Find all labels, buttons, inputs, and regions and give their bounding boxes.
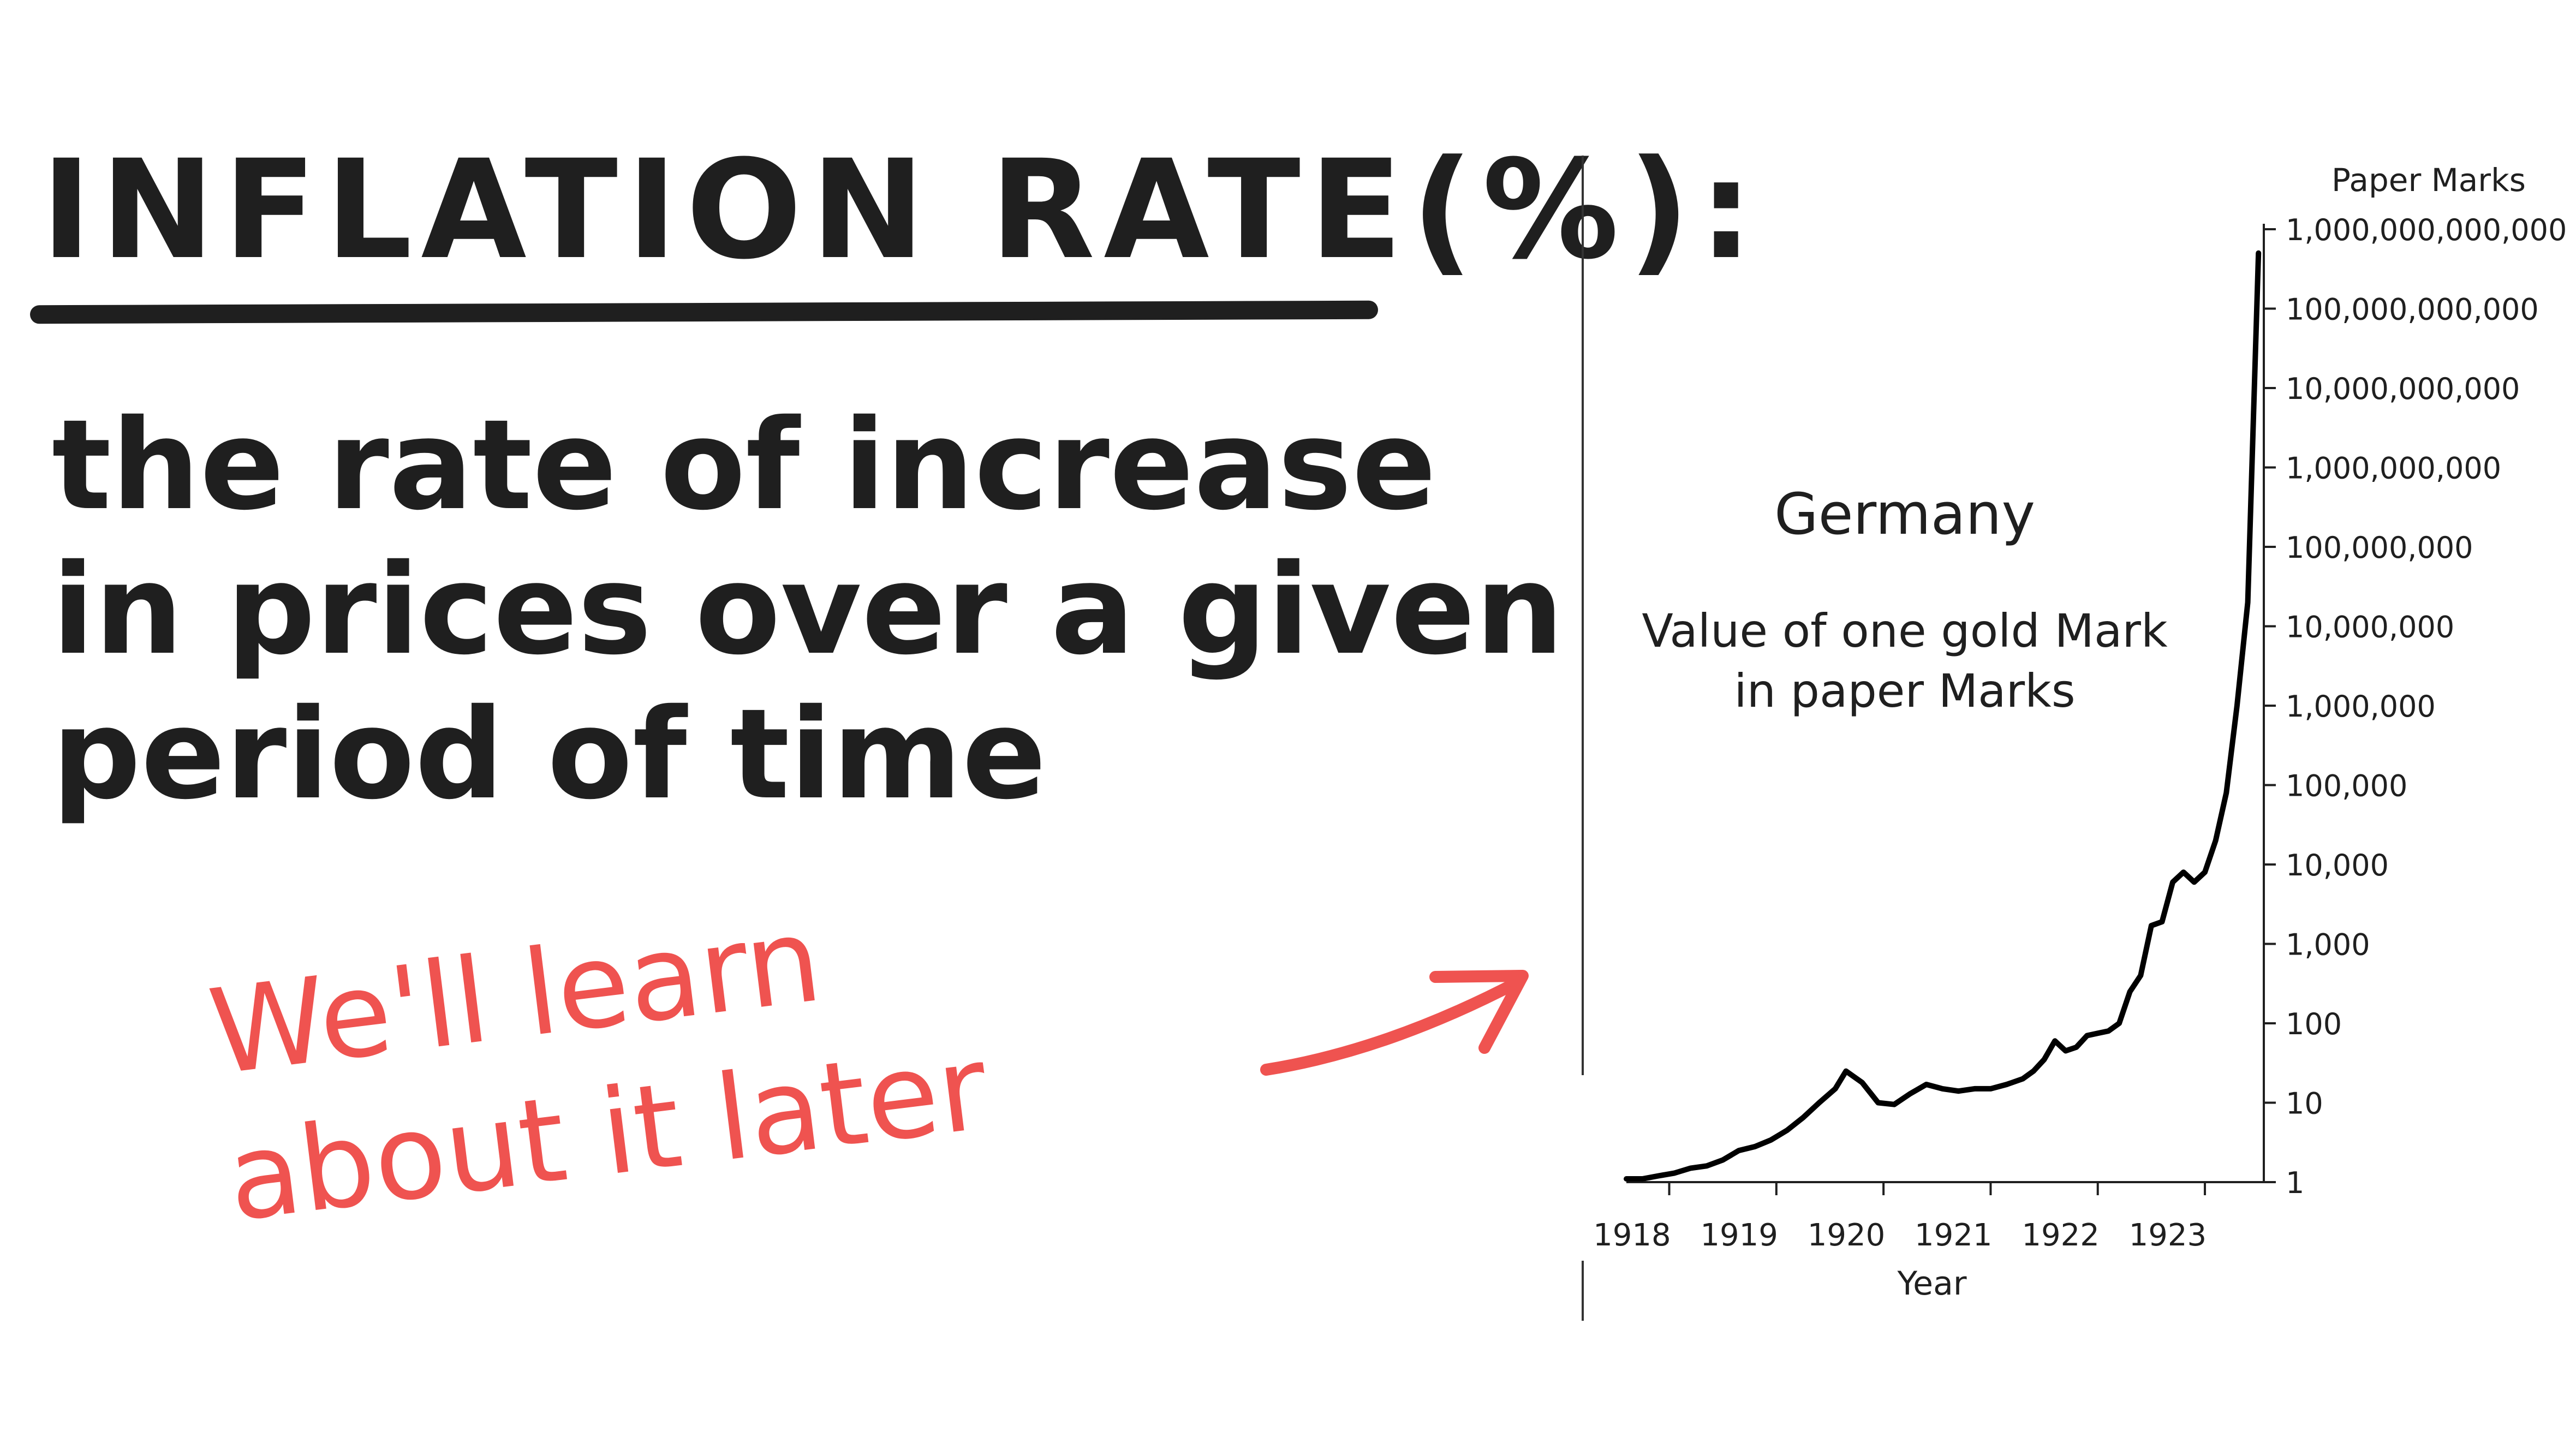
y-tick-label: 1,000,000,000,000 [2286,213,2567,247]
y-tick-label: 10 [2286,1087,2323,1121]
y-tick-label: 1,000,000 [2286,689,2436,724]
y-tick-label: 10,000 [2286,848,2389,882]
y-tick-label: 100,000,000 [2286,530,2473,565]
y-tick-label: 100,000 [2286,769,2407,803]
x-tick-label: 1918 [1593,1218,1671,1253]
y-tick-label: 100,000,000,000 [2286,293,2539,327]
chart-title: Germany [1774,481,2035,547]
x-axis-title: Year [1897,1265,1966,1303]
definition-line-1: the rate of increase [52,392,1436,538]
x-tick-label: 1921 [1915,1218,1993,1253]
y-tick-label: 1 [2286,1166,2304,1200]
x-tick-label: 1922 [2022,1218,2100,1253]
heading-title: INFLATION RATE(%): [41,130,1762,289]
x-tick-label: 1919 [1700,1218,1778,1253]
x-tick-label: 1920 [1808,1218,1886,1253]
y-tick-label: 1,000 [2286,928,2370,962]
series-line [1624,250,2262,1182]
y-tick-label: 10,000,000 [2286,610,2454,645]
x-tick-label: 1923 [2129,1218,2207,1253]
chart-subtitle-line-2: in paper Marks [1734,664,2075,718]
definition-text: the rate of increase in prices over a gi… [52,392,1564,827]
chart-subtitle-line-1: Value of one gold Mark [1642,604,2168,658]
y-tick-label: 100 [2286,1007,2342,1041]
y-tick-label: 10,000,000,000 [2286,372,2520,406]
definition-line-2: in prices over a given [52,537,1564,682]
arrow-right-icon [1260,970,1529,1076]
y-tick-label: 1,000,000,000 [2286,451,2501,486]
definition-line-3: period of time [52,682,1047,827]
y-axis-title: Paper Marks [2331,162,2526,199]
